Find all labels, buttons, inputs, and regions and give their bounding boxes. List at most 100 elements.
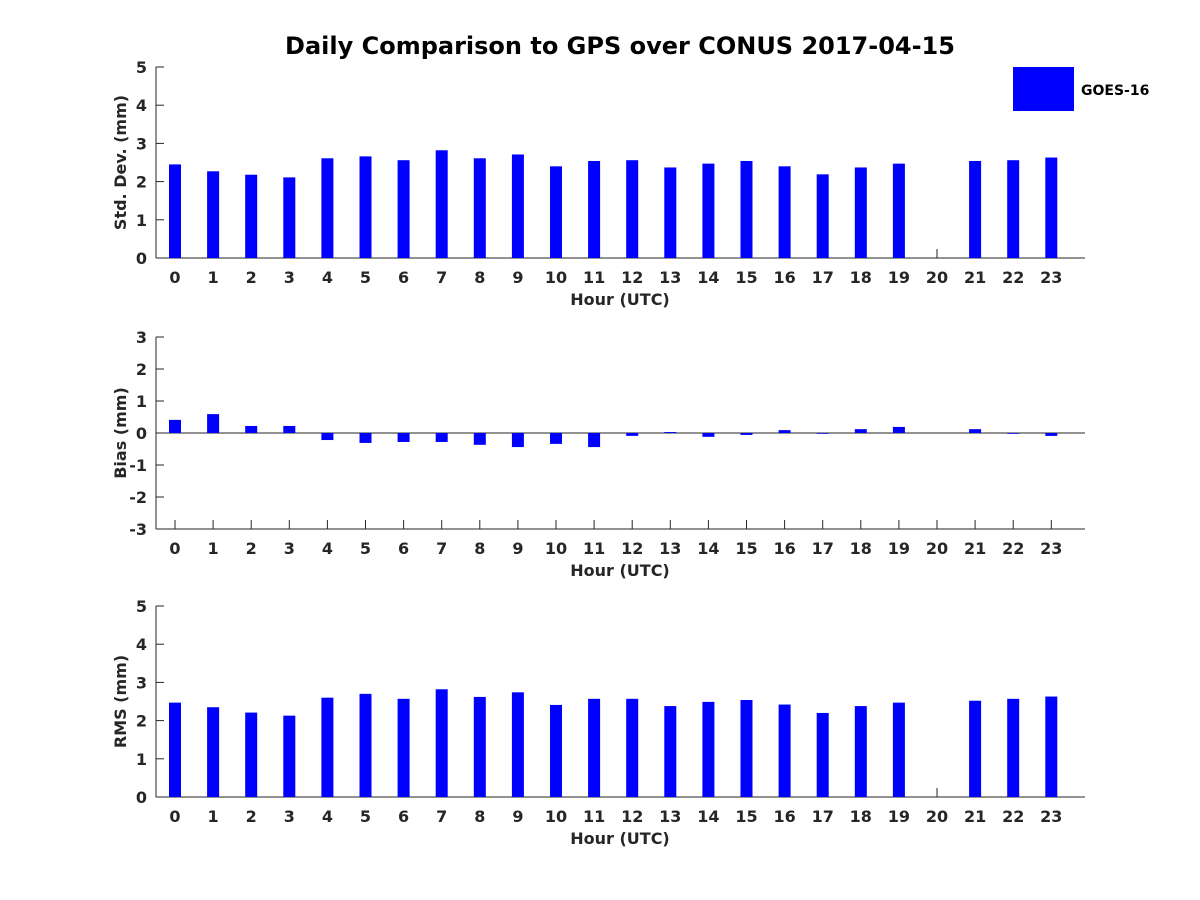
bar-hour-6 <box>397 698 410 797</box>
x-tick-label: 16 <box>773 539 795 558</box>
x-tick-label: 3 <box>284 268 295 287</box>
bar-hour-1 <box>207 171 220 258</box>
x-axis-label: Hour (UTC) <box>570 829 670 848</box>
bar-hour-11 <box>588 160 601 258</box>
x-tick-label: 14 <box>697 807 719 826</box>
bar-hour-14 <box>702 433 715 437</box>
x-tick-label: 19 <box>888 807 910 826</box>
x-tick-label: 5 <box>360 268 371 287</box>
x-tick-label: 23 <box>1040 268 1062 287</box>
x-tick-label: 9 <box>512 268 523 287</box>
x-tick-label: 6 <box>398 539 409 558</box>
bar-hour-22 <box>1007 433 1020 434</box>
bar-hour-11 <box>588 698 601 797</box>
y-axis-label: Bias (mm) <box>111 387 130 479</box>
bar-hour-22 <box>1007 698 1020 797</box>
x-tick-label: 1 <box>208 268 219 287</box>
x-tick-label: 8 <box>474 539 485 558</box>
y-tick-label: 0 <box>136 249 147 268</box>
x-tick-label: 21 <box>964 539 986 558</box>
y-tick-label: 4 <box>136 96 147 115</box>
bar-hour-17 <box>816 174 829 258</box>
y-tick-label: 2 <box>136 712 147 731</box>
bar-hour-23 <box>1045 696 1058 797</box>
bar-hour-4 <box>321 697 334 797</box>
x-tick-label: 21 <box>964 807 986 826</box>
bar-hour-21 <box>969 429 982 433</box>
bar-hour-1 <box>207 414 220 433</box>
x-tick-label: 22 <box>1002 539 1024 558</box>
x-tick-label: 0 <box>169 539 180 558</box>
x-tick-label: 19 <box>888 268 910 287</box>
bar-hour-2 <box>245 712 258 797</box>
bar-hour-18 <box>854 429 867 433</box>
x-tick-label: 17 <box>812 268 834 287</box>
x-tick-label: 20 <box>926 539 948 558</box>
bar-hour-14 <box>702 701 715 797</box>
y-tick-label: 1 <box>136 211 147 230</box>
x-tick-label: 15 <box>735 807 757 826</box>
bar-hour-4 <box>321 433 334 441</box>
bar-hour-5 <box>359 433 372 443</box>
bar-hour-13 <box>664 167 677 258</box>
x-tick-label: 1 <box>208 539 219 558</box>
x-tick-label: 21 <box>964 268 986 287</box>
y-axis-label: Std. Dev. (mm) <box>111 95 130 230</box>
y-tick-label: 0 <box>136 788 147 807</box>
x-tick-label: 11 <box>583 268 605 287</box>
x-tick-label: 10 <box>545 268 567 287</box>
x-tick-label: 16 <box>773 268 795 287</box>
legend-swatch <box>1013 67 1074 111</box>
bar-hour-6 <box>397 160 410 258</box>
x-tick-label: 15 <box>735 268 757 287</box>
x-tick-label: 22 <box>1002 807 1024 826</box>
bar-hour-5 <box>359 693 372 797</box>
bar-hour-8 <box>473 696 486 797</box>
y-tick-label: 5 <box>136 597 147 616</box>
y-axis-label: RMS (mm) <box>111 655 130 748</box>
x-tick-label: 2 <box>246 539 257 558</box>
bar-hour-19 <box>892 702 905 797</box>
x-tick-label: 15 <box>735 539 757 558</box>
x-tick-label: 22 <box>1002 268 1024 287</box>
x-tick-label: 1 <box>208 807 219 826</box>
bar-hour-13 <box>664 432 677 434</box>
x-tick-label: 20 <box>926 807 948 826</box>
bar-hour-15 <box>740 699 753 797</box>
x-tick-label: 0 <box>169 807 180 826</box>
bar-hour-7 <box>435 689 448 797</box>
x-tick-label: 18 <box>850 807 872 826</box>
y-tick-label: 4 <box>136 635 147 654</box>
x-tick-label: 5 <box>360 539 371 558</box>
bar-hour-18 <box>854 706 867 797</box>
bar-hour-17 <box>816 433 829 434</box>
x-tick-label: 2 <box>246 268 257 287</box>
bar-hour-11 <box>588 433 601 448</box>
x-tick-label: 11 <box>583 539 605 558</box>
bar-hour-0 <box>169 702 181 797</box>
y-tick-label: -2 <box>129 488 147 507</box>
y-tick-label: 5 <box>136 58 147 77</box>
bar-hour-15 <box>740 433 753 435</box>
bar-hour-3 <box>283 177 296 258</box>
y-tick-label: 3 <box>136 328 147 347</box>
x-tick-label: 19 <box>888 539 910 558</box>
y-tick-label: 2 <box>136 173 147 192</box>
bar-hour-3 <box>283 715 296 797</box>
bar-hour-16 <box>778 430 791 433</box>
x-tick-label: 9 <box>512 807 523 826</box>
x-tick-label: 14 <box>697 268 719 287</box>
bar-hour-10 <box>550 704 562 797</box>
bar-hour-21 <box>969 160 982 258</box>
x-tick-label: 17 <box>812 539 834 558</box>
bar-hour-0 <box>169 419 181 433</box>
bar-hour-15 <box>740 160 753 258</box>
x-tick-label: 0 <box>169 268 180 287</box>
bar-hour-16 <box>778 704 791 797</box>
x-tick-label: 6 <box>398 268 409 287</box>
bar-hour-19 <box>892 163 905 258</box>
